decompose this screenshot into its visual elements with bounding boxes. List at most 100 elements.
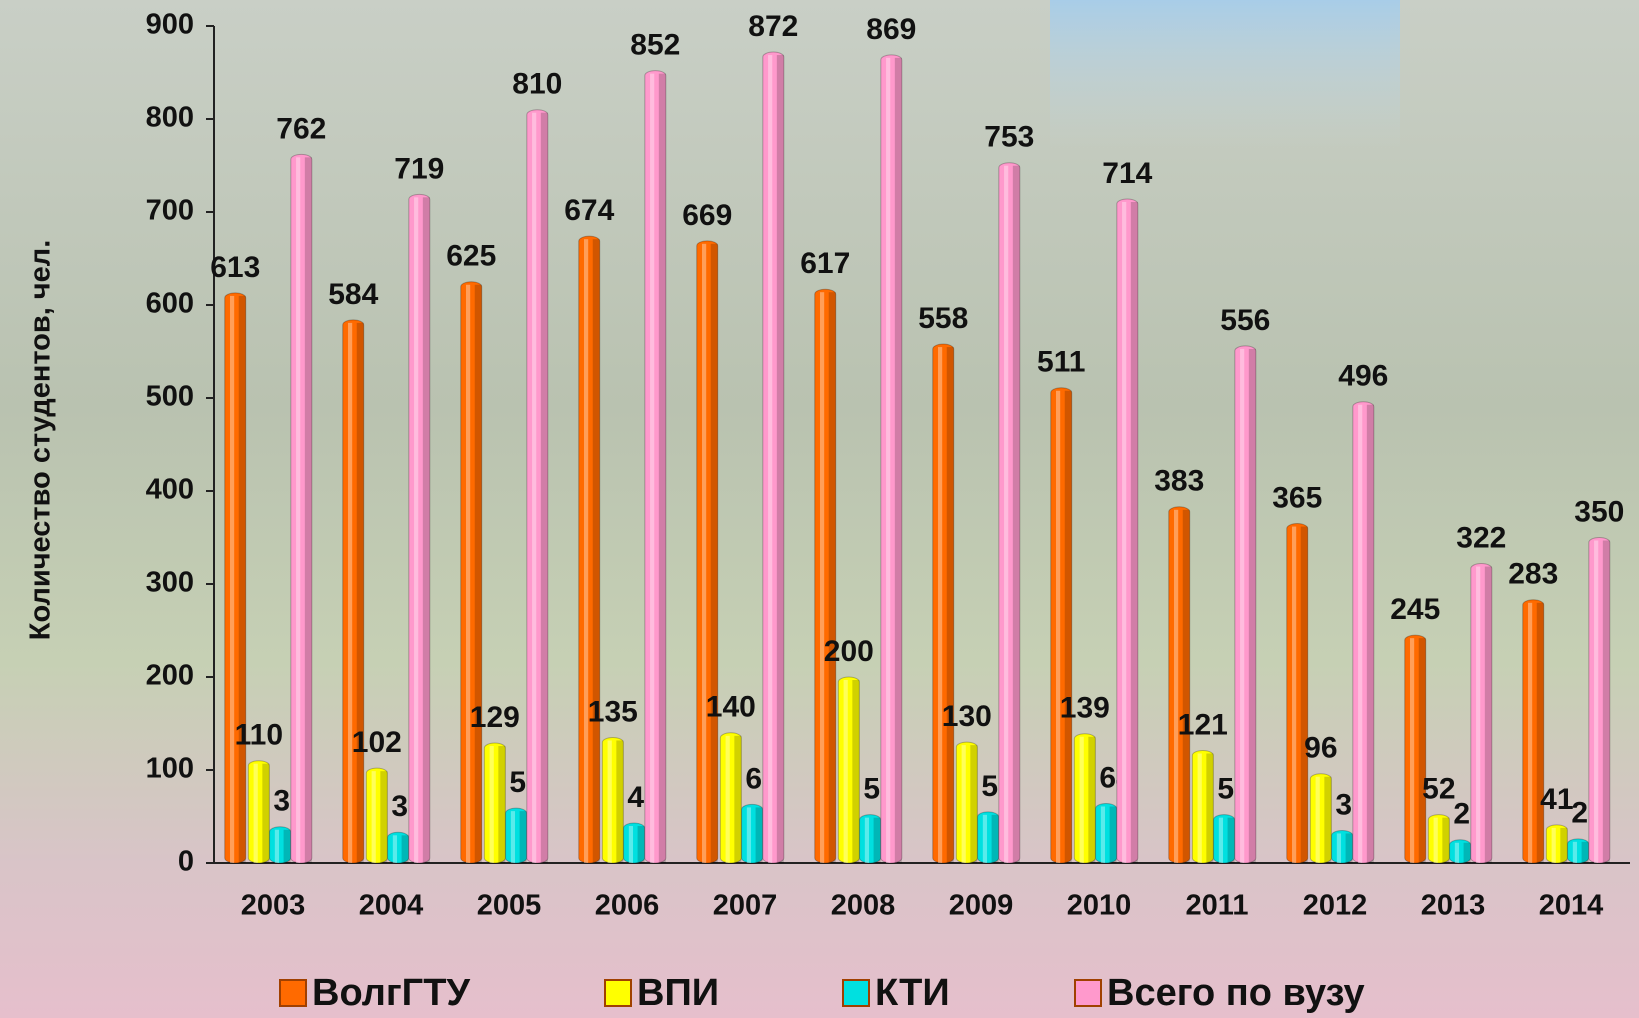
bar-highlight <box>701 243 707 863</box>
legend-label: КТИ <box>875 972 950 1014</box>
bar-highlight <box>532 112 537 863</box>
bar-highlight <box>489 746 494 863</box>
bar <box>623 822 646 864</box>
bar-highlight <box>296 157 301 864</box>
y-tick-label: 300 <box>146 567 194 599</box>
x-tick-label: 2009 <box>949 890 1014 922</box>
bar <box>342 319 365 864</box>
bar <box>1168 506 1191 864</box>
x-tick-label: 2013 <box>1421 890 1486 922</box>
bar-highlight <box>1100 806 1106 863</box>
bar <box>269 826 292 864</box>
bar-highlight <box>725 735 730 863</box>
bar <box>1588 537 1611 864</box>
data-label: 322 <box>1456 521 1506 554</box>
bar-highlight <box>371 771 376 863</box>
bar-shade <box>873 817 881 863</box>
bar-highlight <box>583 239 589 863</box>
bar-highlight <box>937 347 943 863</box>
bar-highlight <box>1336 833 1342 863</box>
bar-shade <box>1300 526 1308 863</box>
bar-shade <box>1088 736 1096 863</box>
bar <box>578 235 601 864</box>
bar-highlight <box>1122 201 1127 864</box>
bar <box>365 767 388 864</box>
bar-highlight <box>768 55 773 864</box>
bar-shade <box>238 295 246 863</box>
bar-highlight <box>1173 509 1179 863</box>
bar <box>460 281 483 864</box>
bar-shade <box>710 243 718 863</box>
bar-shade <box>262 763 270 863</box>
bar-shade <box>474 284 482 863</box>
x-tick-label: 2006 <box>595 890 660 922</box>
data-label: 102 <box>352 726 402 759</box>
data-label: 669 <box>682 199 732 232</box>
bar-highlight <box>1004 165 1009 863</box>
bar <box>762 51 785 864</box>
bar <box>1545 824 1568 864</box>
y-tick-label: 600 <box>146 288 194 320</box>
bar-highlight <box>1551 827 1556 863</box>
bar <box>1352 401 1375 864</box>
bar <box>247 760 270 864</box>
bar <box>505 807 528 864</box>
bar <box>1050 387 1073 864</box>
bar-shade <box>658 73 666 863</box>
bar-highlight <box>607 740 612 863</box>
bar-highlight <box>414 197 419 863</box>
bar <box>1213 814 1236 864</box>
bar-highlight <box>1240 348 1245 863</box>
bar-shade <box>592 239 600 863</box>
bar <box>1095 802 1118 864</box>
data-label: 52 <box>1422 773 1455 806</box>
bar-highlight <box>1433 817 1438 863</box>
bar-shade <box>828 292 836 863</box>
bar-highlight <box>347 322 353 863</box>
data-label: 617 <box>800 247 850 280</box>
data-label: 556 <box>1220 304 1270 337</box>
bar-shade <box>946 347 954 863</box>
data-label: 810 <box>512 68 562 101</box>
data-label: 869 <box>866 13 916 46</box>
data-label: 383 <box>1154 465 1204 498</box>
data-label: 558 <box>918 302 968 335</box>
bar <box>1286 523 1309 864</box>
bar <box>1234 345 1257 864</box>
bar-shade <box>1345 833 1353 863</box>
data-label: 852 <box>630 29 680 62</box>
bar <box>955 741 978 864</box>
bar-shade <box>1366 404 1374 863</box>
bar-highlight <box>1527 602 1533 863</box>
bar <box>1567 838 1590 864</box>
bar-shade <box>734 735 742 863</box>
bar-shade <box>1064 390 1072 863</box>
bar-shade <box>1227 817 1235 863</box>
bar-highlight <box>253 763 258 863</box>
data-label: 110 <box>235 719 283 752</box>
y-tick-label: 200 <box>146 660 194 692</box>
bar <box>1309 773 1332 864</box>
data-label: 753 <box>984 121 1034 154</box>
y-tick-label: 0 <box>178 846 194 878</box>
bar <box>483 742 506 864</box>
bar <box>837 676 860 864</box>
bar-shade <box>852 680 860 863</box>
bar-highlight <box>1218 817 1224 863</box>
data-label: 625 <box>446 240 496 273</box>
bar <box>224 292 247 864</box>
bar-shade <box>616 740 624 863</box>
bar-shade <box>1012 165 1020 863</box>
x-tick-label: 2004 <box>359 890 424 922</box>
bar-shade <box>1418 638 1426 863</box>
bar-highlight <box>961 745 966 863</box>
data-label: 762 <box>276 112 326 145</box>
bar <box>290 153 313 864</box>
bar-highlight <box>843 680 848 863</box>
data-label: 365 <box>1272 481 1322 514</box>
bar-highlight <box>1572 841 1578 863</box>
bar-highlight <box>864 817 870 863</box>
bar-shade <box>1581 841 1589 863</box>
data-label: 714 <box>1102 157 1152 190</box>
